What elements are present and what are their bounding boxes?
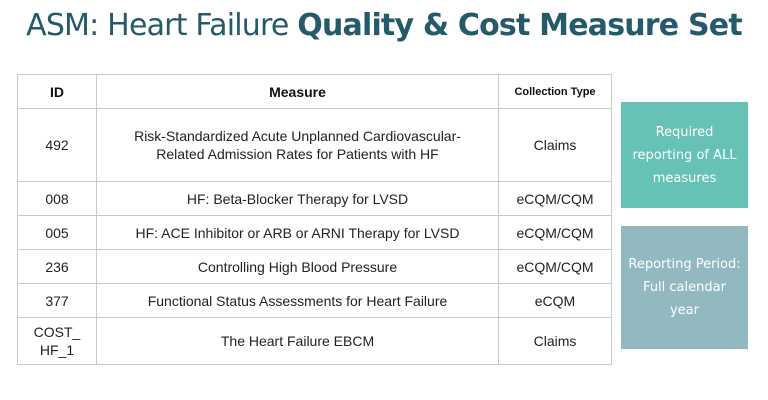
table-header-row: ID Measure Collection Type (17, 74, 612, 109)
required-reporting-text: Required reporting of ALL measures (632, 124, 737, 186)
cell-measure: Controlling High Blood Pressure (96, 249, 499, 284)
cell-collection-type: Claims (498, 317, 612, 365)
header-id: ID (17, 74, 97, 109)
required-reporting-box: Required reporting of ALL measures (621, 102, 748, 208)
table-row: 236 Controlling High Blood Pressure eCQM… (17, 249, 612, 284)
reporting-period-box: Reporting Period: Full calendar year (621, 226, 748, 349)
cell-id: 008 (17, 181, 97, 216)
title-light: ASM: Heart Failure (26, 8, 298, 43)
header-measure: Measure (96, 74, 499, 109)
cell-collection-type: eCQM (498, 283, 612, 318)
cell-collection-type: eCQM/CQM (498, 181, 612, 216)
cell-measure: HF: ACE Inhibitor or ARB or ARNI Therapy… (96, 215, 499, 250)
header-collection-type: Collection Type (498, 74, 612, 109)
cell-id: 492 (17, 108, 97, 182)
cell-id: 236 (17, 249, 97, 284)
cell-collection-type: Claims (498, 108, 612, 182)
measures-table: ID Measure Collection Type 492 Risk-Stan… (17, 74, 612, 365)
cell-measure: HF: Beta-Blocker Therapy for LVSD (96, 181, 499, 216)
table-row: 005 HF: ACE Inhibitor or ARB or ARNI The… (17, 215, 612, 250)
table-row: COST_ HF_1 The Heart Failure EBCM Claims (17, 317, 612, 365)
table-row: 008 HF: Beta-Blocker Therapy for LVSD eC… (17, 181, 612, 216)
cell-collection-type: eCQM/CQM (498, 249, 612, 284)
table-row: 492 Risk-Standardized Acute Unplanned Ca… (17, 108, 612, 182)
page-title: ASM: Heart Failure Quality & Cost Measur… (0, 8, 768, 43)
cell-measure: Functional Status Assessments for Heart … (96, 283, 499, 318)
cell-id: 377 (17, 283, 97, 318)
cell-measure: Risk-Standardized Acute Unplanned Cardio… (96, 108, 499, 182)
cell-collection-type: eCQM/CQM (498, 215, 612, 250)
table-row: 377 Functional Status Assessments for He… (17, 283, 612, 318)
cell-measure: The Heart Failure EBCM (96, 317, 499, 365)
cell-id: COST_ HF_1 (17, 317, 97, 365)
cell-id: 005 (17, 215, 97, 250)
title-bold: Quality & Cost Measure Set (297, 8, 742, 43)
reporting-period-text: Reporting Period: Full calendar year (628, 257, 741, 318)
